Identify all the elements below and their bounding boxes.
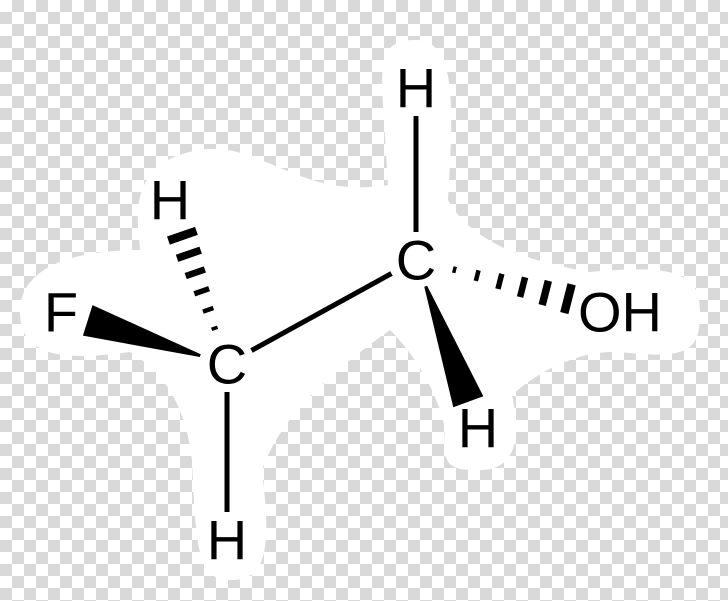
atom-label-H1: H xyxy=(150,169,190,232)
atom-label-C1: C xyxy=(207,333,247,396)
atom-label-H2: H xyxy=(207,509,247,572)
atom-label-F: F xyxy=(44,281,78,344)
atom-label-C2: C xyxy=(396,229,436,292)
atom-label-H3: H xyxy=(396,57,436,120)
molecule-svg: C C F OH H H H H xyxy=(0,0,728,601)
atom-label-OH: OH xyxy=(578,281,662,344)
atom-label-H4: H xyxy=(458,397,498,460)
